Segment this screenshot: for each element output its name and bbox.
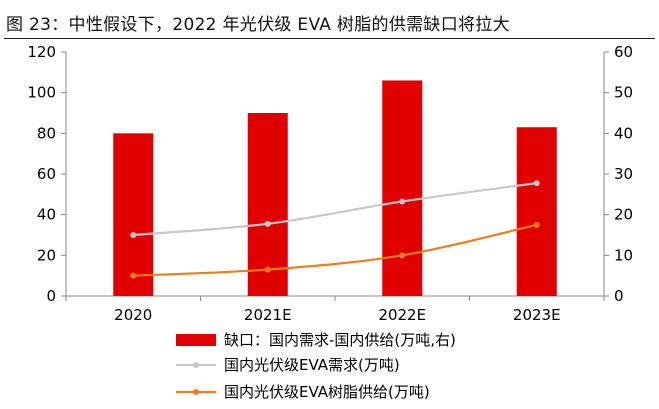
chart-axes: 0 20 40 60 80 100 120 0 10 20 30 40 50 60 [27,43,633,305]
y-right-tick-label: 10 [614,246,633,264]
gap-bar [113,133,154,296]
gap-bar [516,127,557,296]
y-left-tick-label: 60 [37,165,56,183]
legend-label-gap: 缺口：国内需求-国内供给(万吨,右) [224,331,456,349]
x-tick-label: 2022E [378,306,426,324]
figure-title: 图 23：中性假设下，2022 年光伏级 EVA 树脂的供需缺口将拉大 [6,15,510,35]
y-left-tick-label: 40 [37,206,56,224]
x-tick-label: 2023E [513,306,561,324]
gap-bar [247,113,288,296]
supply-point [130,272,137,279]
bar-series [113,80,557,296]
legend-marker-demand [193,362,199,368]
legend: 缺口：国内需求-国内供给(万吨,右) 国内光伏级EVA需求(万吨) 国内光伏级EVA… [176,331,456,401]
y-right-tick-label: 20 [614,206,633,224]
demand-point [399,198,406,205]
y-left-tick-label: 100 [27,84,56,102]
demand-line [133,182,537,237]
supply-line [133,223,537,277]
legend-label-supply: 国内光伏级EVA树脂供给(万吨) [224,383,430,401]
gap-bar [382,80,423,296]
y-right-tick-label: 60 [614,43,633,61]
demand-point [533,180,540,187]
x-tick-labels: 2020 2021E 2022E 2023E [114,306,560,324]
title-rule [4,38,655,39]
y-left-tick-label: 80 [37,124,56,142]
y-right-tick-label: 0 [614,287,624,305]
y-left-tick-label: 20 [37,246,56,264]
y-right-tick-label: 50 [614,84,633,102]
y-right-tick-label: 40 [614,124,633,142]
supply-point [399,252,406,259]
y-left-tick-label: 0 [46,287,56,305]
x-tick-label: 2020 [114,306,152,324]
legend-label-demand: 国内光伏级EVA需求(万吨) [224,356,400,374]
line-series [130,180,540,279]
y-right-tick-label: 30 [614,165,633,183]
legend-swatch-bar [176,334,216,346]
y-left-tick-label: 120 [27,43,56,61]
supply-point [264,266,271,273]
demand-point [130,232,137,238]
demand-point [264,220,271,227]
legend-marker-supply [193,389,199,395]
x-tick-label: 2021E [244,306,292,324]
supply-point [533,221,540,228]
